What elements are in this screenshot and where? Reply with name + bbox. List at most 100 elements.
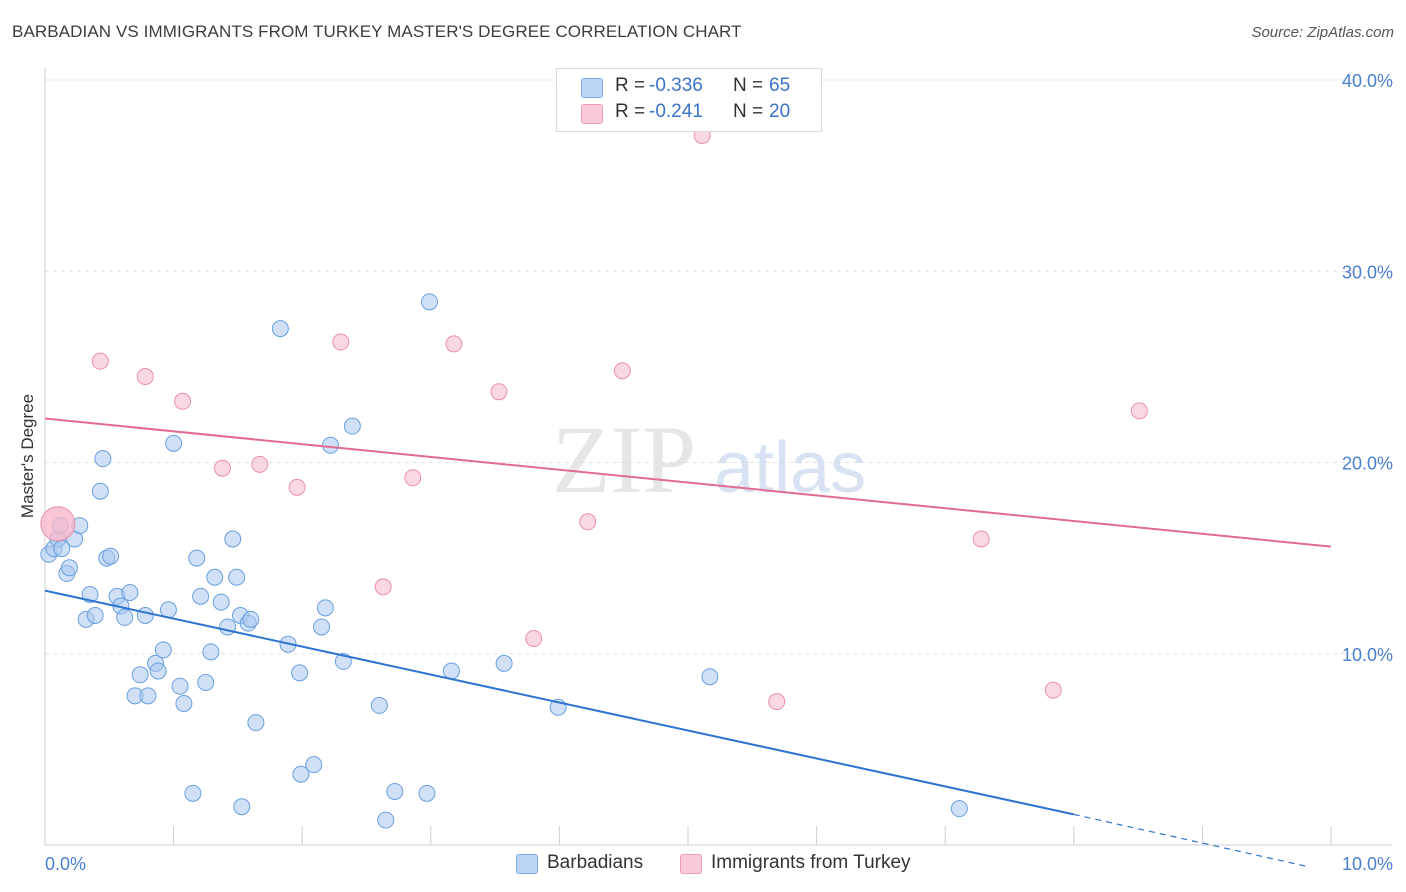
legend-r-label: R = [615,101,646,122]
barbadian-point [149,662,167,680]
barbadian-point [91,482,109,500]
barbadian-point [292,765,310,783]
legend-r-value: -0.336 [649,75,703,96]
legend-label-turkey: Immigrants from Turkey [711,852,911,873]
barbadian-point [212,593,230,611]
barbadian-point [60,559,78,577]
watermark: ZIP atlas [552,406,866,513]
y-tick-label: 40.0% [1342,71,1393,91]
turkey-point [613,362,631,380]
turkey-point [374,578,392,596]
barbadian-point [94,450,112,468]
barbadian-point [242,610,260,628]
barbadian-point [184,784,202,802]
x-tick-label: 0.0% [45,854,86,874]
barbadian-point [442,662,460,680]
legend-swatch-turkey [680,854,702,874]
turkey-point [1130,402,1148,420]
barbadian-point [81,585,99,603]
barbadian-point [291,664,309,682]
turkey-point [213,459,231,477]
barbadian-point [139,687,157,705]
turkey-point [445,335,463,353]
barbadian-point [701,668,719,686]
turkey-point [404,469,422,487]
legend-swatch-barbadians [581,78,603,98]
barbadian-trend-extension [1073,813,1306,867]
barbadian-point [343,417,361,435]
barbadian-point [421,293,439,311]
legend-n-value: 65 [769,75,791,96]
chart-title: BARBADIAN VS IMMIGRANTS FROM TURKEY MAST… [12,22,742,41]
barbadian-point [418,784,436,802]
correlation-legend: R = -0.336 N = 65 R = -0.241 N = 20 [556,68,822,132]
barbadian-point [197,673,215,691]
barbadian-point [228,568,246,586]
axes [44,68,1392,846]
source-label: Source: ZipAtlas.com [1251,24,1394,41]
turkey-point [174,392,192,410]
turkey-point [972,530,990,548]
y-tick-label: 30.0% [1342,262,1393,282]
y-axis-label: Master's Degree [18,394,37,518]
barbadian-point [86,607,104,624]
watermark-zip: ZIP [552,406,696,513]
barbadian-point [377,811,395,829]
barbadian-point [386,782,404,800]
legend-n-label: N = [733,75,764,96]
barbadian-point [495,654,513,672]
barbadian-point [950,800,968,818]
barbadian-point [321,436,339,454]
barbadian-point [202,643,220,661]
barbadian-point [305,756,323,774]
barbadian-point [192,587,210,605]
watermark-atlas: atlas [714,428,866,508]
legend-row-turkey: R = -0.241 N = 20 [557,101,821,127]
legend-swatch-barbadians [516,854,538,874]
x-tick-label: 10.0% [1342,854,1393,874]
barbadian-point [165,434,183,452]
legend-r-value: -0.241 [649,101,703,122]
barbadian-point [102,547,120,565]
turkey-point [136,367,154,385]
barbadian-point [224,530,242,548]
barbadian-point [154,641,172,659]
legend-row-barbadians: R = -0.336 N = 65 [557,75,821,101]
turkey-point [288,478,306,496]
turkey-point [525,629,543,647]
barbadian-point [175,694,193,712]
turkey-point [579,513,597,531]
barbadian-point [370,696,388,714]
data-points [40,126,1148,829]
turkey-point [251,455,269,473]
barbadian-point [121,584,139,602]
barbadian-point [271,320,289,338]
barbadian-point [247,714,265,732]
barbadian-point [171,677,189,695]
turkey-point [40,506,76,542]
turkey-point [91,352,109,370]
barbadian-trend-line [44,589,1075,816]
turkey-point [332,333,350,351]
barbadian-point [316,599,334,617]
trend-lines [44,417,1332,867]
barbadian-point [131,666,149,684]
barbadian-point [136,607,154,624]
barbadian-point [116,608,134,626]
legend-n-value: 20 [769,101,791,122]
y-tick-label: 10.0% [1342,645,1393,665]
grid-lines [45,79,1392,655]
legend-r-label: R = [615,75,646,96]
barbadian-point [312,618,330,636]
turkey-trend-line [44,417,1332,548]
barbadian-point [188,549,206,567]
barbadian-point [233,798,251,816]
barbadian-point [206,568,224,586]
legend-swatch-turkey [581,104,603,124]
turkey-point [1044,681,1062,699]
turkey-point [768,693,786,711]
y-tick-label: 20.0% [1342,454,1393,474]
tick-labels: 10.0% 20.0% 30.0% 40.0% 0.0% 10.0% [45,71,1393,874]
turkey-point [490,383,508,401]
